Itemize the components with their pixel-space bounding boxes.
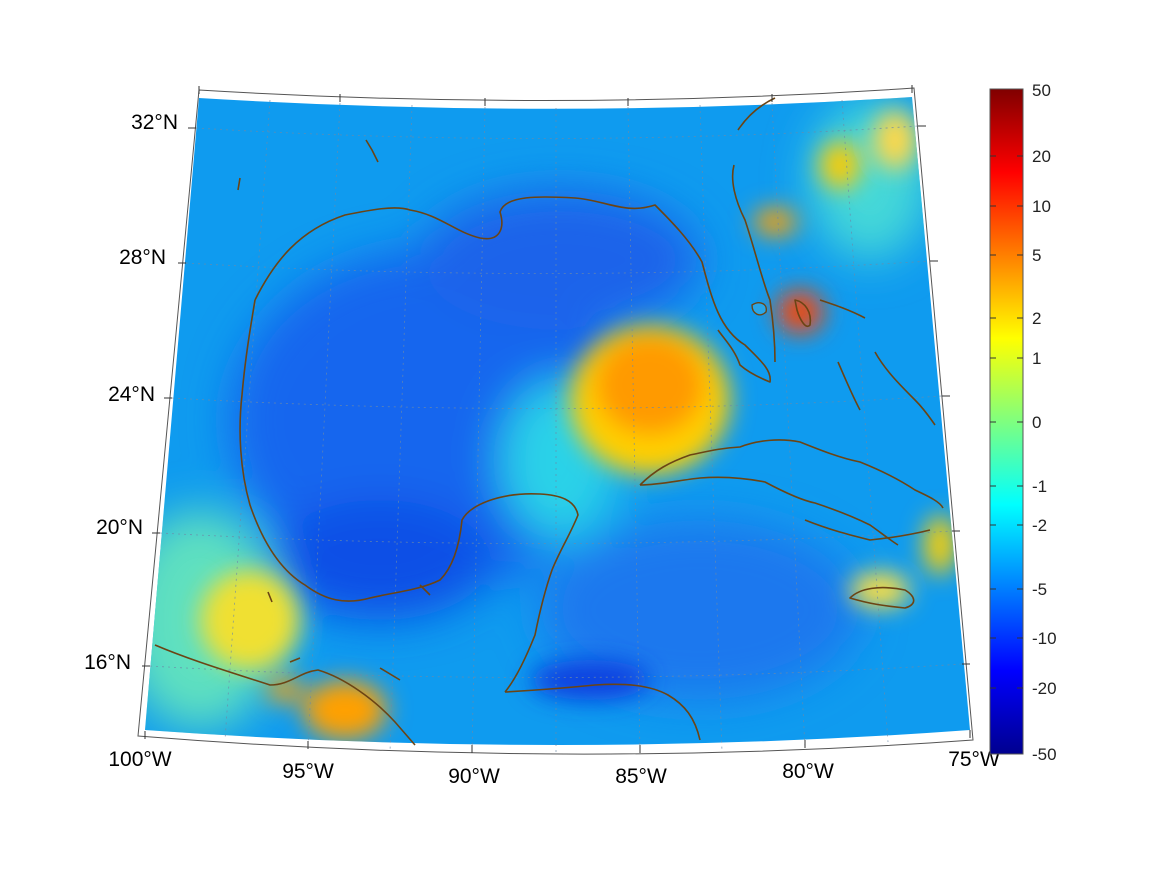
lon-label-75w: 75°W [948, 748, 1000, 771]
map-panel: 100°W 95°W 90°W 85°W 80°W 75°W 32°N 28°N… [84, 85, 1000, 788]
colorbar-label: 20 [1032, 147, 1051, 166]
lat-label-28n: 28°N [119, 246, 166, 269]
colorbar-label: 1 [1032, 349, 1041, 368]
coastlines [154, 97, 944, 746]
lon-label-95w: 95°W [282, 760, 334, 783]
colorbar-labels: 50 20 10 5 2 1 0 -1 -2 -5 -10 -20 -50 [1032, 81, 1057, 764]
lon-label-100w: 100°W [108, 748, 171, 771]
lat-label-24n: 24°N [108, 383, 155, 406]
colorbar-label: 50 [1032, 81, 1051, 100]
colorbar-ticks [990, 155, 1023, 689]
colorbar: 50 20 10 5 2 1 0 -1 -2 -5 -10 -20 -50 [989, 81, 1057, 764]
colorbar-label: -1 [1032, 477, 1047, 496]
colorbar-label: 10 [1032, 197, 1051, 216]
field-raster [145, 97, 970, 745]
lat-label-20n: 20°N [96, 516, 143, 539]
frame-ticks [142, 85, 971, 753]
colorbar-label: -5 [1032, 580, 1047, 599]
colorbar-label: -20 [1032, 679, 1057, 698]
lon-label-80w: 80°W [782, 760, 834, 783]
latitude-labels: 32°N 28°N 24°N 20°N 16°N [84, 111, 178, 674]
graticule [149, 99, 963, 755]
lon-label-85w: 85°W [615, 765, 667, 788]
colorbar-label: -50 [1032, 745, 1057, 764]
colorbar-label: 5 [1032, 246, 1041, 265]
lat-label-32n: 32°N [131, 111, 178, 134]
lake-okeechobee [751, 302, 767, 316]
longitude-labels: 100°W 95°W 90°W 85°W 80°W 75°W [108, 748, 1000, 788]
colorbar-label: -10 [1032, 629, 1057, 648]
colorbar-label: 2 [1032, 309, 1041, 328]
lon-label-90w: 90°W [448, 765, 500, 788]
colorbar-label: 0 [1032, 413, 1041, 432]
colorbar-label: -2 [1032, 516, 1047, 535]
lat-label-16n: 16°N [84, 651, 131, 674]
